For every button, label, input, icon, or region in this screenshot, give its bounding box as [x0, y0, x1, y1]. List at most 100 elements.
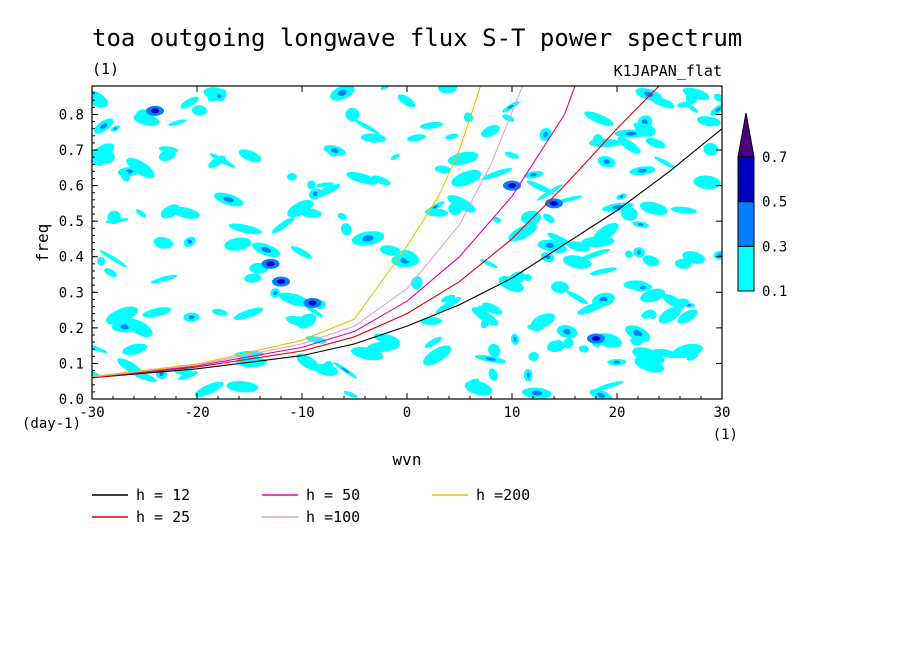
contour-blob-level2 — [113, 127, 117, 130]
contour-blob — [228, 223, 262, 235]
contour-blob — [379, 245, 401, 256]
contour-blob — [226, 381, 259, 393]
contour-blob — [482, 302, 503, 315]
contour-blob — [682, 87, 710, 101]
contour-blob — [153, 236, 173, 249]
contour-blob-level2 — [362, 235, 374, 242]
contour-blob — [287, 172, 297, 181]
contour-blob — [238, 149, 262, 163]
y-tick-label: 0.3 — [59, 285, 84, 301]
contour-blob — [97, 256, 106, 266]
contour-blob-level2 — [603, 159, 610, 165]
contour-blob — [566, 290, 588, 305]
colorbar-segment — [737, 245, 755, 292]
contour-blob — [481, 124, 500, 138]
contour-blob-level2 — [625, 131, 637, 136]
contour-blob-level2 — [633, 330, 643, 337]
colorbar-segment — [737, 201, 755, 247]
legend: h = 12 h = 25 h = 50 h =100 h =200 — [92, 486, 530, 526]
contour-blob — [168, 119, 187, 126]
contour-blob-level3 — [592, 336, 600, 342]
contour-blob — [528, 351, 539, 362]
contour-blob-level2 — [261, 246, 272, 253]
contour-blob-level2 — [330, 148, 339, 153]
contour-blob — [523, 273, 532, 282]
contour-blob — [620, 206, 638, 221]
contour-blob — [353, 119, 380, 135]
contour-blob — [278, 292, 311, 307]
contour-blob-level3 — [508, 183, 516, 189]
contour-blob — [397, 94, 416, 108]
contour-blob — [639, 201, 668, 216]
contour-blob — [105, 218, 129, 224]
contour-blob — [92, 90, 108, 108]
contour-blob-level2 — [312, 191, 318, 197]
colorbar-label: 0.3 — [762, 239, 787, 255]
contour-blob-level2 — [597, 392, 606, 398]
contour-blob-level2 — [637, 168, 647, 173]
contour-blob-level2 — [637, 223, 644, 226]
contour-blob — [296, 313, 317, 329]
contour-blob — [640, 288, 666, 303]
contour-blob — [435, 296, 462, 314]
contour-blob-level2 — [639, 285, 647, 290]
contour-blob — [547, 232, 571, 246]
contour-blob-level2 — [526, 372, 530, 379]
x-axis: -30 -20 -10 0 10 20 30 — [79, 86, 730, 421]
contour-blob — [654, 156, 676, 169]
x-unit-label: (1) — [713, 427, 738, 443]
colorbar-arrow — [737, 112, 755, 158]
contour-blob-level2 — [432, 205, 439, 210]
contour-blob-level2 — [636, 249, 642, 255]
curve-h25 — [92, 86, 660, 379]
contour-blob — [674, 258, 692, 269]
contour-blob-level2 — [188, 315, 195, 320]
contour-blob — [150, 274, 178, 284]
contour-blob — [208, 155, 226, 169]
contour-blob — [645, 137, 666, 149]
contour-blob — [158, 149, 176, 162]
contour-blob-level2 — [563, 328, 571, 335]
contour-blob — [677, 298, 690, 307]
contour-blob — [481, 167, 513, 180]
contour-blob — [419, 121, 443, 129]
contour-blob-level2 — [507, 104, 514, 109]
x-axis-label: wvn — [393, 450, 422, 469]
contour-blob — [536, 184, 563, 201]
contour-blob — [687, 104, 699, 113]
contour-blob — [120, 169, 130, 182]
contour-blob — [617, 136, 641, 154]
title-unit: (1) — [92, 60, 119, 78]
contour-blob-level2 — [223, 196, 234, 203]
x-tick-label: 0 — [403, 405, 411, 421]
contour-blob — [475, 305, 488, 319]
y-tick-label: 0.0 — [59, 392, 84, 408]
contour-blob — [178, 371, 199, 381]
legend-entry: h = 25 — [136, 508, 190, 526]
x-tick-label: 20 — [609, 405, 626, 421]
contour-blob — [642, 255, 660, 267]
contour-blob — [441, 294, 456, 303]
contour-blob — [423, 345, 452, 366]
contour-blob-level2 — [530, 173, 537, 177]
contour-blob — [180, 96, 199, 109]
contour-blob — [578, 345, 590, 353]
contour-blob-level2 — [159, 371, 164, 377]
contour-blob — [305, 305, 324, 318]
contour-blob — [703, 142, 719, 156]
contour-layer — [92, 86, 722, 399]
legend-entry: h =200 — [476, 486, 530, 504]
contour-blob — [407, 134, 426, 142]
contour-blob — [590, 267, 617, 275]
contour-blob — [508, 223, 538, 242]
contour-blob-level2 — [643, 91, 654, 98]
contour-blob — [420, 317, 442, 326]
contour-blob — [424, 208, 449, 217]
contour-blob-level3 — [151, 108, 159, 114]
contour-blob — [290, 246, 313, 259]
contour-blob — [488, 368, 498, 381]
colorbar-label: 0.7 — [762, 150, 787, 166]
contour-blob — [371, 175, 391, 186]
contour-blob — [543, 213, 555, 224]
contour-blob-level2 — [273, 291, 278, 296]
